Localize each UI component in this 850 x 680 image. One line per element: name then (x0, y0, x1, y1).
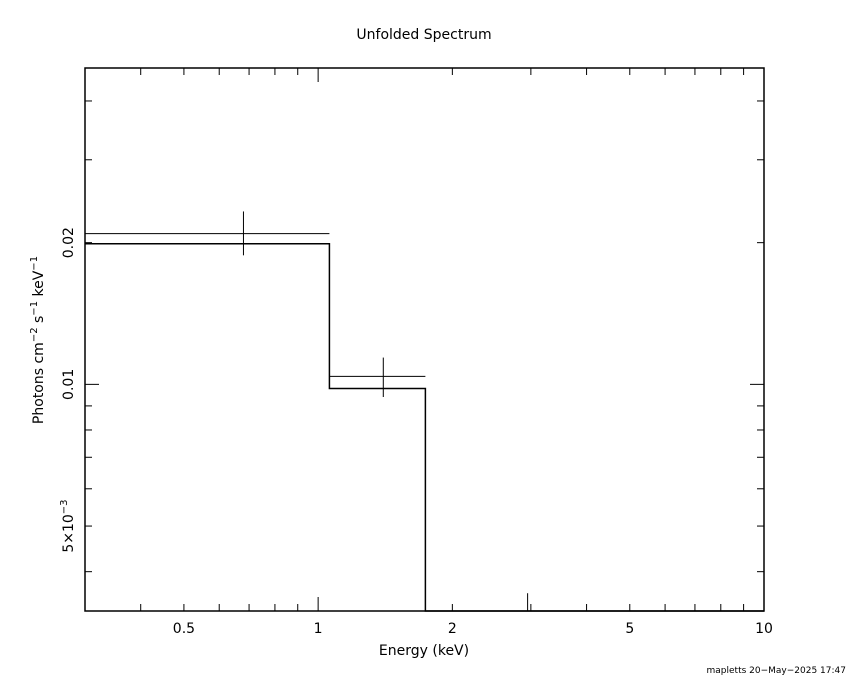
model-step-line (85, 242, 764, 612)
x-tick-label: 10 (755, 621, 773, 637)
x-tick-label: 1 (314, 621, 323, 637)
plot-frame (84, 67, 765, 612)
y-axis-label: Photons cm−2 s−1 keV−1 (29, 256, 47, 424)
footer-text: mapletts 20−May−2025 17:47 (706, 666, 846, 676)
x-tick-label: 0.5 (173, 621, 195, 637)
x-axis-label: Energy (keV) (379, 643, 469, 659)
y-tick-label: 0.01 (61, 369, 77, 400)
y-tick-label: 0.02 (61, 227, 77, 258)
chart-title: Unfolded Spectrum (356, 27, 491, 43)
x-tick-label: 2 (448, 621, 457, 637)
plot-area: 0.5 1 2 5 10 0.02 0.01 5×10−3 (59, 67, 773, 637)
x-tick-label: 5 (625, 621, 634, 637)
y-tick-label: 5×10−3 (59, 499, 77, 552)
